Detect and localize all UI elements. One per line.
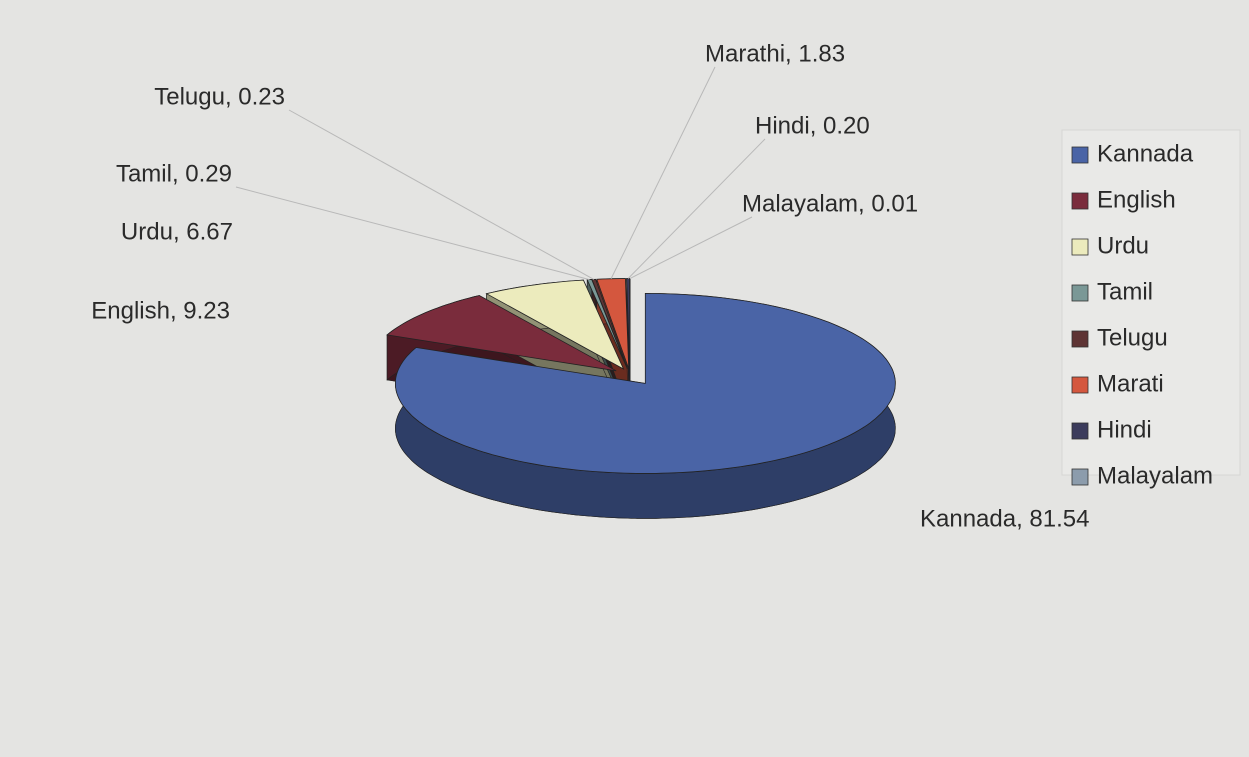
slice	[395, 292, 896, 474]
legend-label: Marati	[1097, 370, 1164, 397]
data-label: Kannada, 81.54	[920, 505, 1090, 532]
leader-line	[610, 66, 716, 279]
legend-label: Malayalam	[1097, 462, 1213, 489]
leader-line	[288, 109, 595, 280]
legend-swatch	[1071, 192, 1089, 210]
legend-swatch	[1071, 422, 1089, 440]
data-label: Tamil, 0.29	[116, 160, 232, 187]
legend-label: English	[1097, 186, 1176, 213]
slice	[386, 295, 617, 372]
legend-swatch	[1071, 238, 1089, 256]
leader-line	[627, 138, 766, 279]
data-label: English, 9.23	[91, 297, 230, 324]
data-label: Marathi, 1.83	[705, 40, 845, 67]
data-label: Malayalam, 0.01	[742, 190, 918, 217]
slice	[485, 279, 625, 370]
legend-label: Hindi	[1097, 416, 1152, 443]
legend-label: Tamil	[1097, 278, 1153, 305]
legend-swatch	[1071, 284, 1089, 302]
legend-label: Kannada	[1097, 140, 1194, 167]
leader-line	[629, 216, 753, 279]
legend-box	[1061, 129, 1241, 476]
data-label: Urdu, 6.67	[121, 218, 233, 245]
legend-swatch	[1071, 376, 1089, 394]
data-label: Hindi, 0.20	[755, 112, 870, 139]
legend-label: Urdu	[1097, 232, 1149, 259]
data-label: Telugu, 0.23	[154, 83, 285, 110]
legend-label: Telugu	[1097, 324, 1168, 351]
legend-swatch	[1071, 330, 1089, 348]
legend-swatch	[1071, 146, 1089, 164]
leader-line	[235, 186, 590, 281]
legend-swatch	[1071, 468, 1089, 486]
